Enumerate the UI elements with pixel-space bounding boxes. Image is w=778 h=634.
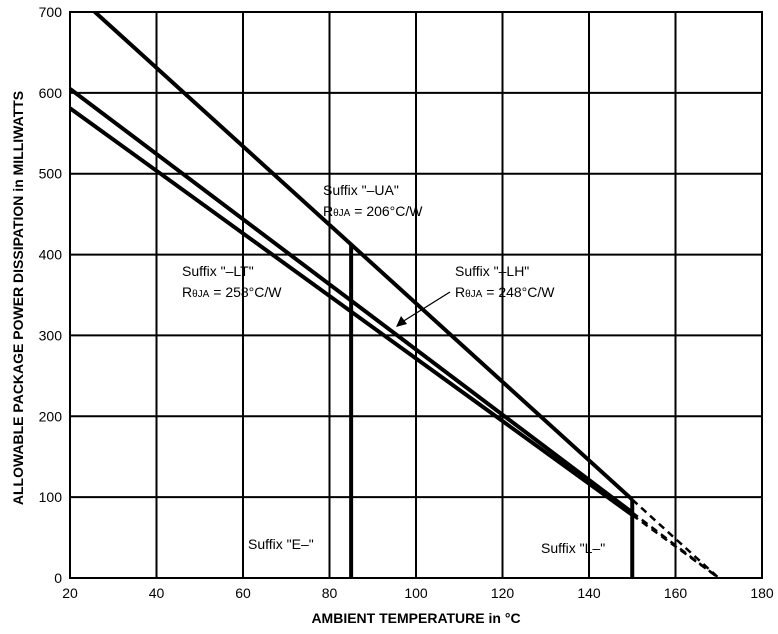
x-tick-label: 60 (235, 585, 251, 601)
annotation-ua-resistance: RθJA = 206°C/W (323, 203, 423, 219)
y-tick-label: 200 (39, 408, 63, 424)
series-derating-dashed-0 (631, 498, 720, 578)
series-derating-dashed-2 (631, 513, 720, 578)
x-axis-label: AMBIENT TEMPERATURE in °C (311, 610, 520, 626)
y-tick-label: 0 (54, 570, 62, 586)
x-tick-label: 160 (664, 585, 688, 601)
marker-label-l: Suffix "L–" (541, 540, 605, 556)
grid (70, 12, 762, 578)
x-tick-label: 80 (322, 585, 338, 601)
x-tick-label: 40 (149, 585, 165, 601)
y-tick-label: 300 (39, 327, 63, 343)
series-line-0 (91, 12, 634, 502)
plot-frame (69, 11, 763, 579)
annotation-lh-suffix: Suffix "–LH" (455, 263, 529, 279)
annotation-ua-suffix: Suffix "–UA" (323, 182, 399, 198)
annotation-lt: Suffix "–LT" RθJA = 258°C/W (182, 263, 282, 300)
lh-leader-arrow (396, 291, 451, 327)
x-tick-label: 120 (491, 585, 515, 601)
marker-label-e: Suffix "E–" (248, 536, 314, 552)
tick-labels: 20 40 60 80 100 120 140 160 180 0 100 200 300 400 500 6… (39, 4, 774, 601)
y-tick-label: 600 (39, 85, 63, 101)
y-axis-label: ALLOWABLE PACKAGE POWER DISSIPATION in M… (10, 91, 26, 505)
x-tick-label: 180 (750, 585, 774, 601)
x-tick-label: 20 (62, 585, 78, 601)
annotation-lh: Suffix "–LH" RθJA = 248°C/W (455, 263, 555, 300)
annotation-lh-resistance: RθJA = 248°C/W (455, 284, 555, 300)
x-tick-label: 100 (404, 585, 428, 601)
y-tick-label: 500 (39, 166, 63, 182)
annotation-ua: Suffix "–UA" RθJA = 206°C/W (323, 182, 423, 219)
y-tick-label: 700 (39, 4, 63, 20)
y-tick-label: 100 (39, 489, 63, 505)
annotation-lt-resistance: RθJA = 258°C/W (182, 284, 282, 300)
y-tick-label: 400 (39, 247, 63, 263)
marker-layer (349, 244, 635, 578)
x-tick-label: 140 (577, 585, 601, 601)
annotation-lt-suffix: Suffix "–LT" (182, 263, 254, 279)
series-layer (70, 12, 720, 578)
